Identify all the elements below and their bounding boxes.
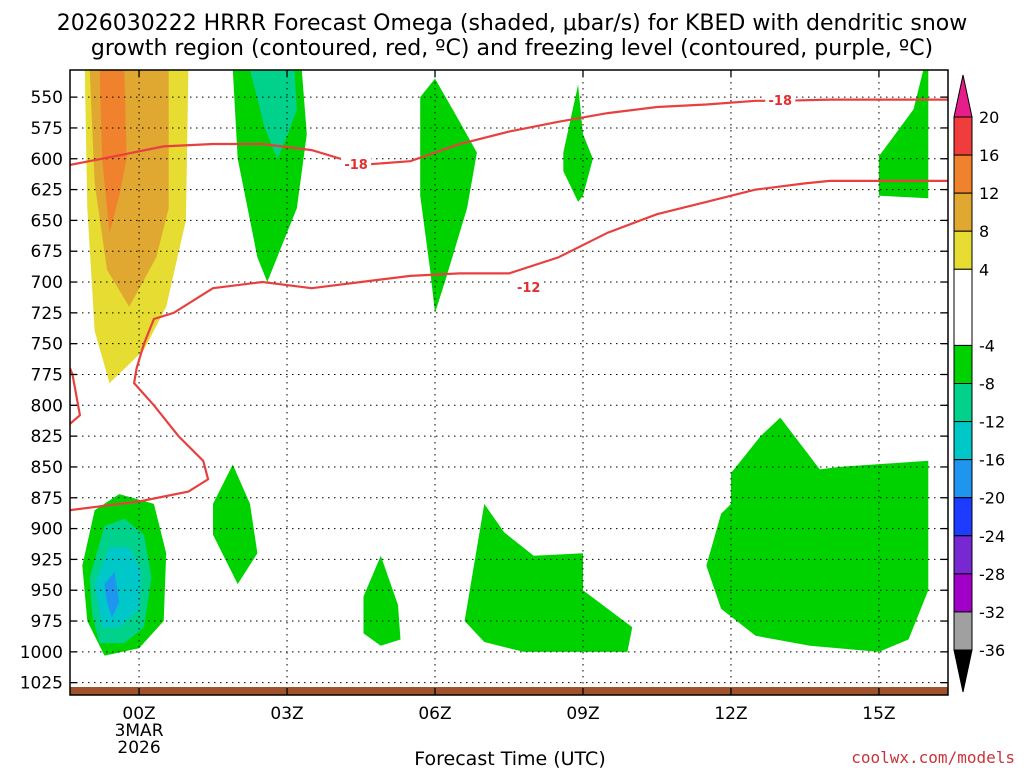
omega-region-6: [563, 84, 593, 202]
y-tick-label-825: 825: [31, 427, 63, 447]
chart-title-line-1: 2026030222 HRRR Forecast Omega (shaded, …: [57, 11, 968, 36]
colorbar: 20 16 12 8 4 -4 -8 -12 -16 -20 -24 -28 -32 -36: [953, 74, 1005, 693]
contour-label-2: -18: [769, 94, 793, 109]
omega-region-4: [250, 70, 297, 159]
y-tick-label-775: 775: [31, 365, 63, 385]
credit-text: coolwx.com/models: [851, 748, 1015, 767]
colorbar-band-12: [953, 573, 973, 613]
colorbar-label-13: -36: [979, 641, 1005, 660]
colorbar-band-11: [953, 535, 973, 575]
colorbar-label-12: -32: [979, 603, 1005, 622]
colorbar-band-14: [953, 649, 973, 693]
y-tick-label-800: 800: [31, 396, 63, 416]
omega-region-10: [94, 547, 142, 628]
contour-label-bg-1: [341, 156, 372, 172]
y-tick-label-625: 625: [31, 181, 63, 201]
colorbar-label-1: 16: [979, 146, 999, 165]
x-tick-label-12: 12Z: [714, 704, 747, 724]
y-tick-label-725: 725: [31, 304, 63, 324]
y-tick-label-1025: 1025: [20, 674, 63, 694]
colorbar-band-5: [953, 268, 973, 346]
colorbar-band-2: [953, 154, 973, 194]
omega-region-14: [464, 503, 633, 652]
x-tick-label-15: 15Z: [862, 704, 895, 724]
colorbar-label-5: -4: [979, 336, 995, 355]
y-axis-pressure-ticks: 550 575 600 625 650 675 700 725 750 775 800 825 850 8…: [20, 88, 948, 694]
y-tick-label-950: 950: [31, 581, 63, 601]
y-tick-label-600: 600: [31, 150, 63, 170]
x-tick-label-0: 00Z: [122, 704, 155, 724]
isotherm-contour-0: [70, 367, 82, 425]
x-tick-sublabel-date: 3MAR: [115, 721, 164, 741]
y-tick-label-650: 650: [31, 211, 63, 231]
omega-region-2: [99, 70, 127, 233]
terrain-surface: [70, 687, 948, 695]
colorbar-band-8: [953, 421, 973, 461]
colorbar-band-4: [953, 230, 973, 270]
colorbar-band-10: [953, 497, 973, 537]
y-tick-label-675: 675: [31, 242, 63, 262]
y-tick-label-925: 925: [31, 550, 63, 570]
colorbar-label-3: 8: [979, 222, 989, 241]
colorbar-label-0: 20: [979, 108, 999, 127]
contour-label-bg-0: [513, 280, 544, 296]
y-tick-label-975: 975: [31, 612, 63, 632]
y-tick-label-700: 700: [31, 273, 63, 293]
omega-region-15: [706, 417, 929, 652]
colorbar-label-7: -12: [979, 413, 1005, 432]
isotherm-contour-1: [70, 179, 948, 512]
colorbar-band-0: [953, 74, 973, 118]
x-tick-label-9: 09Z: [566, 704, 599, 724]
colorbar-label-11: -28: [979, 565, 1005, 584]
y-tick-label-900: 900: [31, 520, 63, 540]
contour-label-1: -18: [344, 158, 368, 173]
temperature-contours: [70, 98, 948, 512]
contour-label-0: -12: [517, 281, 541, 296]
y-tick-label-550: 550: [31, 88, 63, 108]
x-tick-label-6: 06Z: [418, 704, 451, 724]
colorbar-band-3: [953, 192, 973, 232]
x-axis-label: Forecast Time (UTC): [414, 748, 605, 768]
contour-labels: -12 -18 -18: [341, 92, 796, 296]
isotherm-contour-2: [70, 98, 948, 167]
omega-region-13: [363, 555, 401, 646]
colorbar-label-2: 12: [979, 184, 999, 203]
colorbar-label-6: -8: [979, 375, 995, 394]
colorbar-band-9: [953, 459, 973, 499]
colorbar-label-4: 4: [979, 260, 989, 279]
y-tick-label-875: 875: [31, 489, 63, 509]
y-tick-label-850: 850: [31, 458, 63, 478]
colorbar-label-8: -16: [979, 451, 1005, 470]
omega-shaded-regions: [82, 70, 929, 656]
colorbar-label-9: -20: [979, 489, 1005, 508]
colorbar-band-6: [953, 344, 973, 384]
contour-label-bg-2: [765, 92, 796, 108]
colorbar-band-1: [953, 116, 973, 156]
colorbar-band-7: [953, 383, 973, 423]
y-tick-label-1000: 1000: [20, 643, 63, 663]
grid-lines: [70, 70, 948, 695]
colorbar-band-13: [953, 611, 973, 651]
omega-region-12: [213, 464, 258, 585]
colorbar-label-10: -24: [979, 527, 1005, 546]
chart-title-line-2: growth region (contoured, red, ºC) and f…: [91, 36, 933, 61]
omega-region-7: [878, 70, 929, 199]
plot-frame: [69, 69, 949, 696]
x-tick-sublabel-year: 2026: [117, 738, 160, 758]
y-tick-label-575: 575: [31, 119, 63, 139]
omega-region-11: [104, 571, 120, 618]
x-tick-label-3: 03Z: [270, 704, 303, 724]
terrain-band: [70, 687, 948, 695]
omega-region-5: [420, 78, 477, 313]
y-tick-label-750: 750: [31, 335, 63, 355]
